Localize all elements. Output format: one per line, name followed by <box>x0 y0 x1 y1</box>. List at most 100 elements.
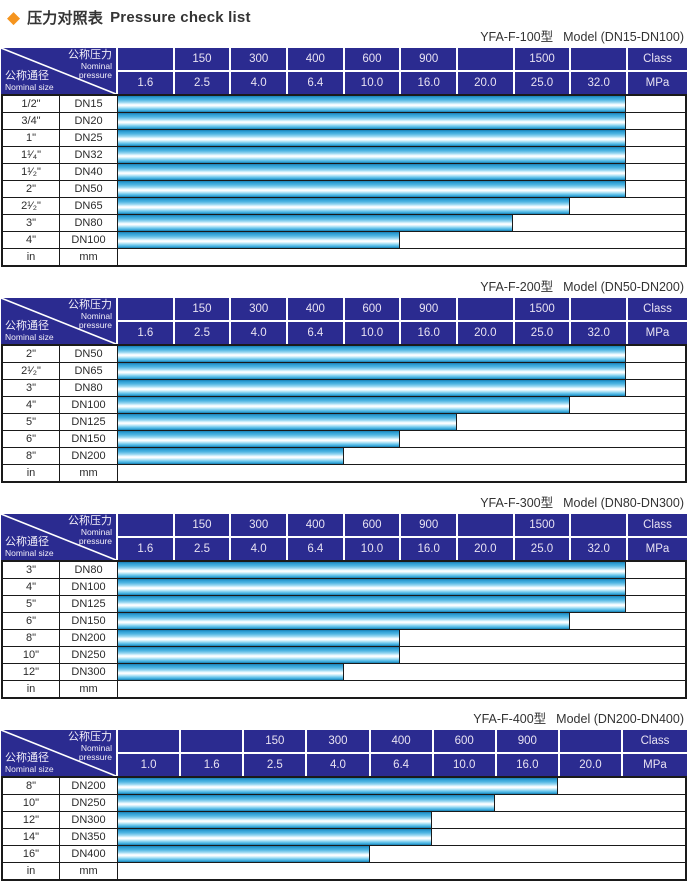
pressure-bar <box>118 113 625 129</box>
mpa-header-cell: MPa <box>628 72 687 94</box>
dn-cell: DN100 <box>60 232 117 248</box>
table-subtitle: YFA-F-100型 Model (DN15-DN100) <box>1 29 684 45</box>
page-title: ◆ 压力对照表 Pressure check list <box>7 5 687 29</box>
mpa-header-cell: MPa <box>623 754 687 776</box>
mpa-value-cell: 16.0 <box>496 754 558 776</box>
empty-cell <box>513 215 685 231</box>
mpa-value-cell: 4.0 <box>231 538 286 560</box>
header-corner-cell: 公称压力 Nominal pressure 公称通径 Nominal size <box>1 298 116 344</box>
table-body: 2" DN50 2¹⁄₂" DN65 3" DN80 4" DN100 5" DN125 6" DN1… <box>1 344 687 483</box>
class-value-cell <box>458 298 513 320</box>
empty-cell <box>625 579 685 595</box>
mpa-value-cell: 32.0 <box>571 72 626 94</box>
dn-cell: DN50 <box>60 346 117 362</box>
class-value-cell: 600 <box>344 514 400 536</box>
table-header: 公称压力 Nominal pressure 公称通径 Nominal size 150 30… <box>1 298 687 344</box>
mpa-value-cell: 1.0 <box>118 754 180 776</box>
class-value-cell: 150 <box>174 298 230 320</box>
empty-cell <box>569 397 685 413</box>
mpa-value-cell: 10.0 <box>344 72 400 94</box>
size-label-zh: 公称通径 <box>5 751 49 764</box>
model-label: YFA-F-300型 <box>480 496 554 510</box>
size-label-en: Nominal size <box>5 81 54 92</box>
dn-cell: DN250 <box>60 795 117 811</box>
pressure-bar <box>118 181 625 197</box>
empty-cell <box>118 249 685 265</box>
mpa-value-cell: 20.0 <box>458 72 513 94</box>
pressure-bar <box>118 647 400 663</box>
empty-cell <box>456 414 685 430</box>
model-label: YFA-F-400型 <box>473 712 547 726</box>
size-cell: 8" <box>3 778 59 794</box>
corner-size-label: 公称通径 Nominal size <box>5 70 54 92</box>
model-range-label: Model (DN15-DN100) <box>563 30 684 44</box>
size-cell: 3" <box>3 562 59 578</box>
unit-dn-cell: mm <box>60 681 117 697</box>
table-header: 公称压力 Nominal pressure 公称通径 Nominal size 150 30… <box>1 514 687 560</box>
pressure-bar <box>118 232 400 248</box>
class-value-cell: 900 <box>401 48 456 70</box>
empty-cell <box>400 232 685 248</box>
pressure-label-en-2: pressure <box>78 536 112 547</box>
size-cell: 3" <box>3 215 59 231</box>
table-body: 8" DN200 10" DN250 12" DN300 14" DN350 16" DN400 i… <box>1 776 687 881</box>
mpa-value-cell: 20.0 <box>559 754 621 776</box>
mpa-value-cell: 16.0 <box>401 72 456 94</box>
empty-cell <box>626 164 685 180</box>
class-value-cell: 600 <box>433 730 495 752</box>
size-label-en: Nominal size <box>5 331 54 342</box>
class-value-cell: 300 <box>307 730 369 752</box>
empty-cell <box>400 630 685 646</box>
mpa-value-cell: 2.5 <box>174 538 230 560</box>
pressure-bar <box>118 630 400 646</box>
diagonal-divider <box>1 298 116 344</box>
unit-dn-cell: mm <box>60 465 117 481</box>
empty-cell <box>118 465 685 481</box>
class-value-cell: 1500 <box>514 514 570 536</box>
class-value-cell <box>181 730 243 752</box>
mpa-value-cell: 10.0 <box>344 322 400 344</box>
pressure-bar <box>118 380 625 396</box>
unit-dn-cell: mm <box>60 863 117 879</box>
corner-size-label: 公称通径 Nominal size <box>5 535 54 558</box>
class-value-cell: 1500 <box>514 48 570 70</box>
pressure-bar <box>118 579 625 595</box>
empty-cell <box>400 647 685 663</box>
pressure-bar <box>118 431 400 447</box>
dn-cell: DN15 <box>60 96 117 112</box>
pressure-label-en-2: pressure <box>78 752 112 763</box>
size-cell: 6" <box>3 431 59 447</box>
class-value-cell: 400 <box>288 298 343 320</box>
dn-cell: DN20 <box>60 113 117 129</box>
corner-pressure-label: 公称压力 Nominal pressure <box>68 731 112 763</box>
unit-dn-cell: mm <box>60 249 117 265</box>
size-cell: 4" <box>3 397 59 413</box>
dn-cell: DN200 <box>60 630 117 646</box>
size-cell: 2" <box>3 346 59 362</box>
mpa-header-cell: MPa <box>628 322 687 344</box>
class-value-cell: 300 <box>231 298 286 320</box>
table-header: 公称压力 Nominal pressure 公称通径 Nominal size 150 30… <box>1 48 687 94</box>
class-value-cell: 400 <box>288 514 343 536</box>
empty-cell <box>432 829 685 845</box>
class-value-cell: 150 <box>174 514 230 536</box>
mpa-value-cell: 6.4 <box>370 754 432 776</box>
dn-cell: DN150 <box>60 431 117 447</box>
table-subtitle: YFA-F-200型 Model (DN50-DN200) <box>1 279 684 295</box>
mpa-value-cell: 16.0 <box>401 538 456 560</box>
pressure-label-zh: 公称压力 <box>68 731 112 743</box>
pressure-bar <box>118 215 513 231</box>
model-range-label: Model (DN50-DN200) <box>563 280 684 294</box>
dn-cell: DN80 <box>60 380 117 396</box>
class-value-cell: 400 <box>370 730 432 752</box>
empty-cell <box>626 113 685 129</box>
mpa-value-cell: 1.6 <box>118 72 173 94</box>
empty-cell <box>625 346 685 362</box>
size-label-zh: 公称通径 <box>5 535 49 548</box>
size-cell: 3" <box>3 380 59 396</box>
model-label: YFA-F-200型 <box>480 280 554 294</box>
empty-cell <box>626 96 685 112</box>
mpa-value-cell: 20.0 <box>458 322 513 344</box>
empty-cell <box>569 198 685 214</box>
class-value-cell: 400 <box>288 48 343 70</box>
